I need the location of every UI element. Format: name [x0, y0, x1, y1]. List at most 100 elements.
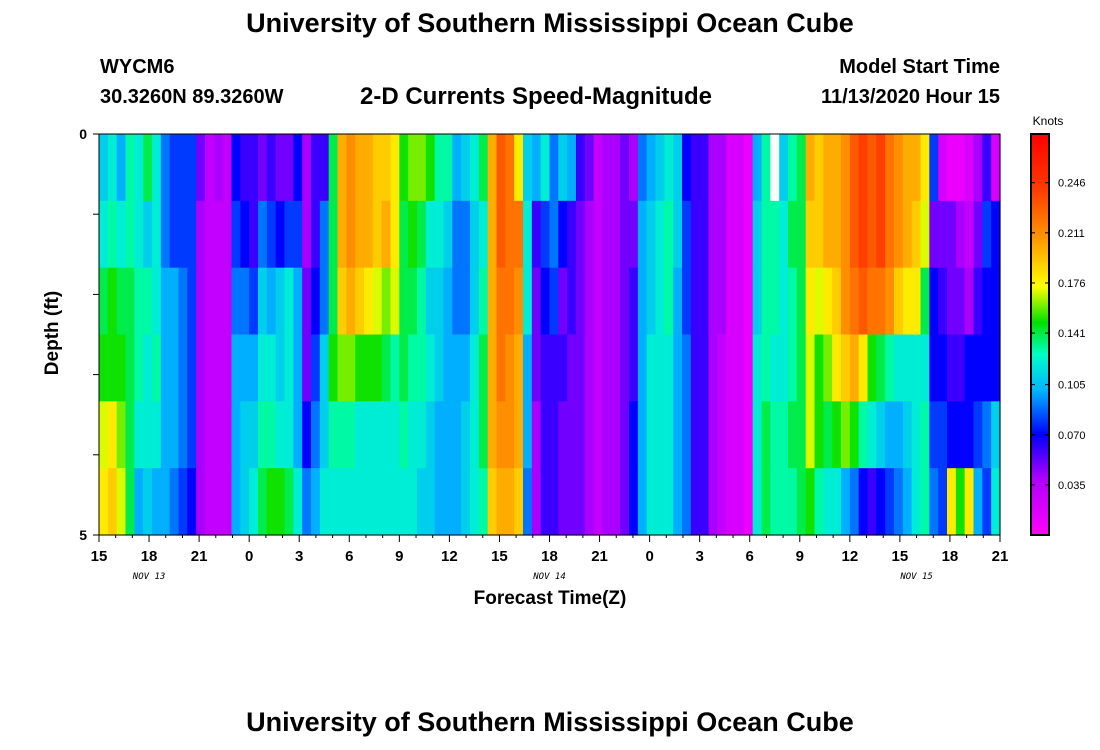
heatmap-cell [311, 267, 321, 336]
heatmap-cell [620, 200, 630, 269]
heatmap-cell [690, 334, 701, 402]
x-tick-label: 21 [191, 548, 208, 565]
heatmap-cell [461, 200, 471, 269]
heatmap-cell [832, 134, 842, 202]
heatmap-cell [576, 267, 586, 336]
x-tick-label: 15 [892, 548, 909, 565]
heatmap-cell [920, 401, 930, 469]
heatmap-cell [796, 267, 807, 336]
heatmap-cell [664, 134, 674, 202]
heatmap-cell [399, 200, 409, 269]
heatmap-cell [213, 334, 224, 402]
heatmap-cell [558, 134, 568, 202]
heatmap-cell [682, 200, 692, 269]
heatmap-cell [611, 468, 621, 536]
heatmap-cell [169, 401, 180, 469]
heatmap-cell [682, 134, 692, 202]
heatmap-cell [443, 334, 453, 402]
heatmap-cell [311, 200, 321, 269]
colorbar-tick-label: 0.035 [1058, 480, 1086, 492]
heatmap-cell [187, 134, 197, 202]
heatmap-cell [187, 468, 197, 536]
heatmap-cell [531, 134, 542, 202]
heatmap-cell [735, 468, 745, 536]
heatmap-cell [372, 200, 383, 269]
heatmap-cell [160, 401, 171, 469]
heatmap-cell [991, 200, 1001, 269]
heatmap-cell [390, 468, 400, 536]
chart-title: 2-D Currents Speed-Magnitude [360, 83, 713, 110]
heatmap-cell [266, 267, 277, 336]
heatmap-cell [205, 134, 215, 202]
heatmap-cell [531, 200, 542, 269]
heatmap-cell [549, 134, 559, 202]
heatmap-cell [620, 334, 630, 402]
heatmap-cell [505, 401, 515, 469]
heatmap-cell [858, 134, 869, 202]
heatmap-cell [885, 200, 895, 269]
heatmap-cell [664, 401, 674, 469]
colorbar-tick-label: 0.105 [1058, 380, 1086, 392]
heatmap-cell [982, 134, 992, 202]
heatmap-cell [629, 334, 639, 402]
heatmap-cell [611, 334, 621, 402]
heatmap-cell [213, 200, 224, 269]
heatmap-cell [770, 134, 780, 202]
heatmap-cell [399, 267, 409, 336]
heatmap-cell [222, 200, 233, 269]
heatmap-cell [284, 200, 294, 269]
heatmap-cell [425, 200, 436, 269]
heatmap-cell [425, 401, 436, 469]
heatmap-cell [540, 200, 551, 269]
heatmap-cell [99, 334, 109, 402]
heatmap-cell [646, 401, 657, 469]
heatmap-cell [726, 334, 736, 402]
heatmap-cell [258, 134, 268, 202]
heatmap-cell [99, 468, 109, 536]
heatmap-cell [514, 468, 524, 536]
heatmap-cell [231, 334, 241, 402]
heatmap-cell [717, 401, 727, 469]
heatmap-cell [461, 267, 471, 336]
heatmap-cell [620, 267, 630, 336]
heatmap-cell [761, 200, 771, 269]
heatmap-cell [735, 200, 745, 269]
heatmap-cell [964, 134, 975, 202]
heatmap-cell [240, 200, 250, 269]
heatmap-cell [982, 200, 992, 269]
heatmap-cell [779, 267, 789, 336]
heatmap-cell [788, 401, 798, 469]
heatmap-cell [584, 200, 595, 269]
heatmap-cell [567, 200, 577, 269]
heatmap-cell [275, 200, 286, 269]
heatmap-cell [770, 468, 780, 536]
heatmap-cell [558, 267, 568, 336]
heatmap-cell [911, 267, 922, 336]
heatmap-cell [169, 468, 180, 536]
heatmap-cell [752, 401, 763, 469]
heatmap-cell [213, 134, 224, 202]
heatmap-cell [275, 401, 286, 469]
heatmap-cell [902, 468, 913, 536]
heatmap-cell [576, 401, 586, 469]
x-tick-label: 9 [395, 548, 403, 565]
heatmap-cell [779, 401, 789, 469]
heatmap-cell [258, 267, 268, 336]
x-tick-label: 3 [295, 548, 303, 565]
heatmap-cell [125, 334, 135, 402]
heatmap-cell [814, 401, 824, 469]
heatmap-cell [699, 267, 710, 336]
heatmap-cell [213, 401, 224, 469]
heatmap-cell [646, 134, 657, 202]
heatmap-cell [858, 200, 869, 269]
page-title: University of Southern Mississippi Ocean… [246, 8, 854, 38]
heatmap-cell [788, 334, 798, 402]
heatmap-cell [364, 134, 374, 202]
heatmap-cell [284, 468, 294, 536]
heatmap-cell [531, 468, 542, 536]
heatmap-cell [107, 468, 118, 536]
heatmap-cell [814, 200, 824, 269]
heatmap-cell [894, 200, 904, 269]
heatmap-cell [814, 334, 824, 402]
heatmap-cell [796, 334, 807, 402]
